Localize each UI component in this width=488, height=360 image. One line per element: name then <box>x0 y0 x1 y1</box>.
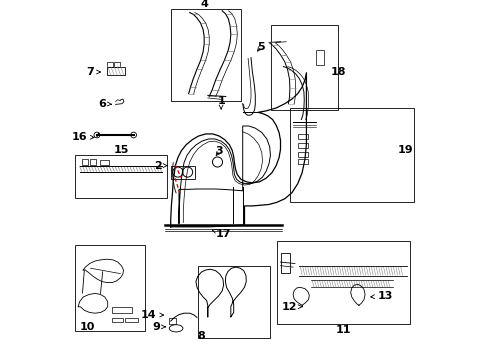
Bar <box>125 318 137 322</box>
Text: 8: 8 <box>197 330 205 341</box>
Text: 17: 17 <box>212 229 231 239</box>
Bar <box>280 253 289 273</box>
Text: 13: 13 <box>370 291 392 301</box>
Text: 9: 9 <box>152 322 165 332</box>
Bar <box>297 152 307 157</box>
Text: 1: 1 <box>217 96 224 109</box>
Text: 16: 16 <box>71 132 94 142</box>
Bar <box>101 160 109 165</box>
Text: 3: 3 <box>215 146 223 156</box>
Bar <box>81 159 87 165</box>
Text: 5: 5 <box>257 42 264 52</box>
Bar <box>168 318 176 324</box>
Bar <box>112 318 122 322</box>
Text: 12: 12 <box>281 302 302 312</box>
Text: 4: 4 <box>201 0 208 9</box>
Bar <box>114 62 120 67</box>
Text: 6: 6 <box>98 99 111 109</box>
Text: 7: 7 <box>86 67 100 77</box>
Text: 18: 18 <box>330 67 346 77</box>
Bar <box>107 67 125 75</box>
Text: 10: 10 <box>80 322 95 332</box>
Text: 2: 2 <box>154 161 167 171</box>
Bar <box>107 62 113 67</box>
Bar <box>90 159 96 165</box>
Text: 19: 19 <box>397 145 412 156</box>
Text: 11: 11 <box>335 325 350 336</box>
Text: 14: 14 <box>141 310 163 320</box>
Text: 15: 15 <box>113 145 128 156</box>
Bar <box>112 307 132 313</box>
Bar <box>297 134 307 139</box>
Bar <box>297 159 307 164</box>
Bar <box>316 50 324 65</box>
Bar <box>297 143 307 148</box>
